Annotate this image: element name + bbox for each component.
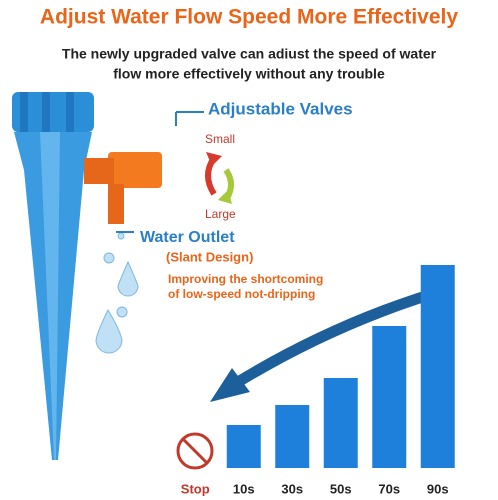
subtitle-line: flow more effectively without any troubl… bbox=[113, 66, 385, 82]
stop-icon bbox=[176, 432, 214, 470]
outlet-label: Water Outlet bbox=[140, 229, 235, 246]
adjust-arrows bbox=[205, 152, 234, 204]
leader-line bbox=[175, 111, 204, 126]
bar bbox=[420, 265, 455, 468]
improve-line: Improving the shortcoming bbox=[168, 272, 323, 286]
bar bbox=[323, 378, 358, 468]
valve bbox=[84, 152, 162, 224]
slant-label: (Slant Design) bbox=[166, 249, 253, 264]
x-tick-label: 30s bbox=[281, 481, 303, 496]
x-tick-label: 70s bbox=[378, 481, 400, 496]
subtitle-line: The newly upgraded valve can adiust the … bbox=[62, 46, 437, 62]
x-tick-label: 90s bbox=[427, 481, 449, 496]
x-tick-label: 10s bbox=[233, 481, 255, 496]
large-label: Large bbox=[205, 207, 236, 221]
water-drops bbox=[95, 232, 139, 354]
x-tick-label: Stop bbox=[181, 481, 210, 496]
bar bbox=[372, 326, 407, 468]
drip-spike bbox=[12, 92, 94, 460]
small-label: Small bbox=[205, 132, 235, 146]
improve-line: of low-speed not-dripping bbox=[168, 287, 315, 301]
valves-label: Adjustable Valves bbox=[208, 99, 353, 118]
title: Adjust Water Flow Speed More Effectively bbox=[40, 6, 458, 29]
bar bbox=[226, 425, 261, 468]
x-tick-label: 50s bbox=[330, 481, 352, 496]
bar bbox=[275, 405, 310, 468]
